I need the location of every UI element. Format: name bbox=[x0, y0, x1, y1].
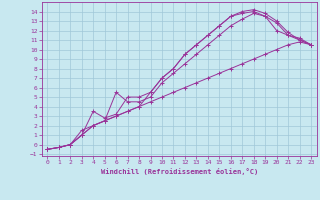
X-axis label: Windchill (Refroidissement éolien,°C): Windchill (Refroidissement éolien,°C) bbox=[100, 168, 258, 175]
